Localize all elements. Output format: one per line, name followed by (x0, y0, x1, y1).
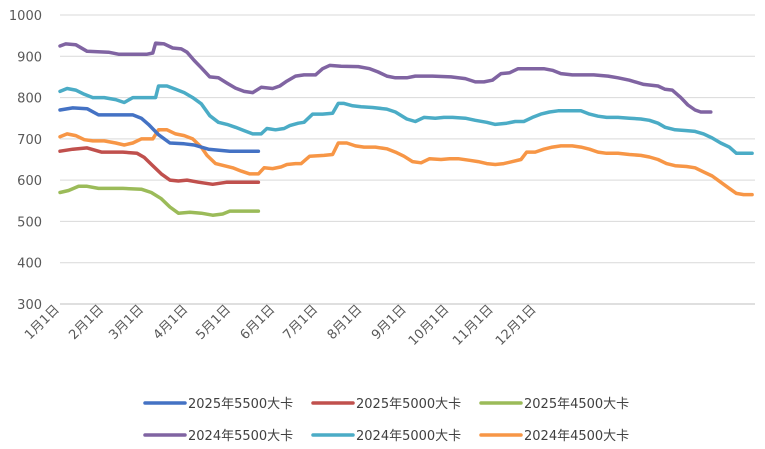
series-line-0 (58, 106, 261, 153)
legend-label-2: 2025年4500大卡 (524, 397, 629, 412)
series-line-3 (58, 41, 713, 114)
legend-label-4: 2024年5000大卡 (356, 429, 461, 444)
legend-label-0: 2025年5500大卡 (188, 397, 293, 412)
x-tick-label: 7月1日 (280, 302, 321, 343)
x-tick-label: 3月1日 (106, 302, 147, 343)
legend-label-3: 2024年5500大卡 (188, 429, 293, 444)
x-tick-label: 2月1日 (66, 302, 107, 343)
series-line-1 (58, 146, 261, 187)
x-tick-label: 11月1日 (450, 302, 497, 349)
legend-label-1: 2025年5000大卡 (356, 397, 461, 412)
series-line-5 (58, 128, 754, 197)
series-lines (58, 41, 754, 217)
series-line-2 (58, 184, 261, 217)
x-tick-label: 12月1日 (493, 302, 540, 349)
legend-label-5: 2024年4500大卡 (524, 429, 629, 444)
y-tick-label: 500 (17, 215, 42, 230)
x-tick-label: 4月1日 (151, 302, 192, 343)
y-tick-label: 800 (17, 92, 42, 107)
y-tick-label: 700 (17, 133, 42, 148)
y-tick-label: 1000 (9, 9, 42, 24)
y-axis: 300 400 500 600 700 800 900 1000 (9, 9, 42, 313)
x-tick-label: 6月1日 (238, 302, 279, 343)
x-tick-label: 9月1日 (369, 302, 410, 343)
y-tick-label: 300 (17, 298, 42, 313)
x-tick-label: 8月1日 (325, 302, 366, 343)
y-tick-label: 900 (17, 50, 42, 65)
series-line-4 (58, 84, 754, 156)
x-tick-label: 10月1日 (406, 302, 453, 349)
y-tick-label: 600 (17, 174, 42, 189)
y-tick-label: 400 (17, 257, 42, 272)
legend: 2025年5500大卡 2025年5000大卡 2025年4500大卡 2024年55… (143, 397, 629, 444)
x-axis: 1月1日 2月1日 3月1日 4月1日 5月1日 6月1日 7月1日 8月1日 9月1日10月1… (22, 302, 755, 349)
x-tick-label: 5月1日 (193, 302, 234, 343)
